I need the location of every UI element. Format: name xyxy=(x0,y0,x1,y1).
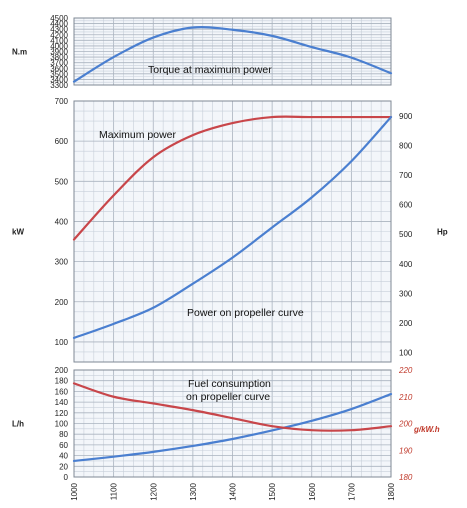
x-tick-label: 1400 xyxy=(229,482,238,500)
torque-y-tick-label: 3400 xyxy=(50,75,68,84)
power-annotation: Maximum power xyxy=(99,129,177,141)
torque-y-tick-label: 4300 xyxy=(50,25,68,34)
fuel-y-tick-label: 40 xyxy=(59,452,68,461)
fuel-y-tick-label: 60 xyxy=(59,441,68,450)
power-y2-tick-label: 900 xyxy=(399,112,413,121)
torque-y-tick-label: 4500 xyxy=(50,14,68,23)
x-tick-label: 1800 xyxy=(387,482,396,500)
torque-y-tick-label: 4400 xyxy=(50,20,68,29)
fuel-y-tick-label: 80 xyxy=(59,430,68,439)
fuel-y-tick-label: 0 xyxy=(64,473,69,482)
power-y2-tick-label: 800 xyxy=(399,141,413,150)
fuel-y-tick-label: 140 xyxy=(55,398,69,407)
fuel-y2-tick-label: 180 xyxy=(399,473,413,482)
fuel-y2-tick-label: 210 xyxy=(398,393,413,402)
fuel-series-line-0 xyxy=(72,392,393,463)
torque-frame xyxy=(73,17,392,86)
fuel-y-tick-label: 180 xyxy=(55,377,69,386)
fuel-y-tick-label: 100 xyxy=(55,420,69,429)
fuel-y-tick-label: 20 xyxy=(59,462,68,471)
fuel-y-tick-label: 200 xyxy=(55,366,69,375)
power-y-tick-label: 700 xyxy=(55,97,69,106)
power-y-axis-label: kW xyxy=(12,228,24,237)
power-y2-tick-label: 200 xyxy=(399,319,413,328)
torque-y-tick-label: 4200 xyxy=(50,31,68,40)
fuel-y-tick-label: 120 xyxy=(55,409,69,418)
power-y2-tick-label: 600 xyxy=(399,201,413,210)
fuel-y2-tick-label: 200 xyxy=(398,420,413,429)
torque-y-tick-label: 3500 xyxy=(50,70,68,79)
fuel-frame xyxy=(73,369,392,478)
power-frame xyxy=(73,100,392,363)
power-y2-tick-label: 300 xyxy=(399,289,413,298)
power-y2-tick-label: 100 xyxy=(399,349,413,358)
torque-y-tick-label: 3800 xyxy=(50,53,68,62)
x-tick-label: 1100 xyxy=(110,482,119,500)
power-y2-tick-label: 700 xyxy=(399,171,413,180)
fuel-y-axis-label: L/h xyxy=(12,420,24,429)
fuel-annotation: on propeller curve xyxy=(186,391,270,403)
power-y2-axis-label: Hp xyxy=(437,228,448,237)
power-y-tick-label: 600 xyxy=(55,137,69,146)
power-annotation: Power on propeller curve xyxy=(187,307,304,319)
fuel-annotation: Fuel consumption xyxy=(188,378,271,390)
power-series-line-0 xyxy=(72,115,393,241)
power-y-tick-label: 100 xyxy=(55,338,69,347)
torque-panel: 3300340035003600370038003900400041004200… xyxy=(12,14,393,90)
torque-series-line-0 xyxy=(72,25,393,83)
torque-y-tick-label: 3700 xyxy=(50,59,68,68)
torque-y-tick-label: 4100 xyxy=(50,36,68,45)
x-tick-label: 1700 xyxy=(347,482,356,500)
power-y-tick-label: 500 xyxy=(55,177,69,186)
torque-y-tick-label: 3300 xyxy=(50,81,68,90)
x-tick-label: 1300 xyxy=(189,482,198,500)
power-panel: 100 200 300 400 500 600 700 100 200 300 400 500 600 7… xyxy=(12,97,448,363)
fuel-panel: 0204060801001201401601802001801902002102… xyxy=(12,366,440,501)
fuel-series-line-1 xyxy=(72,382,393,432)
x-tick-label: 1500 xyxy=(268,482,277,500)
x-tick-label: 1000 xyxy=(70,482,79,500)
power-y2-tick-label: 400 xyxy=(399,260,413,269)
x-tick-label: 1200 xyxy=(149,482,158,500)
power-y-tick-label: 400 xyxy=(55,217,69,226)
power-y2-tick-label: 500 xyxy=(399,230,413,239)
fuel-y-tick-label: 160 xyxy=(55,387,69,396)
fuel-y2-tick-label: 190 xyxy=(399,446,413,455)
fuel-y2-tick-label: 220 xyxy=(398,366,413,375)
torque-annotation: Torque at maximum power xyxy=(148,64,272,76)
torque-y-axis-label: N.m xyxy=(12,48,27,57)
power-y-tick-label: 300 xyxy=(55,258,69,267)
fuel-y2-axis-label: g/kW.h xyxy=(413,425,440,434)
x-tick-label: 1600 xyxy=(308,482,317,500)
power-series-line-1 xyxy=(72,115,393,340)
torque-y-tick-label: 4000 xyxy=(50,42,68,51)
power-y-tick-label: 200 xyxy=(55,298,69,307)
torque-y-tick-label: 3900 xyxy=(50,48,68,57)
torque-y-tick-label: 3600 xyxy=(50,64,68,73)
